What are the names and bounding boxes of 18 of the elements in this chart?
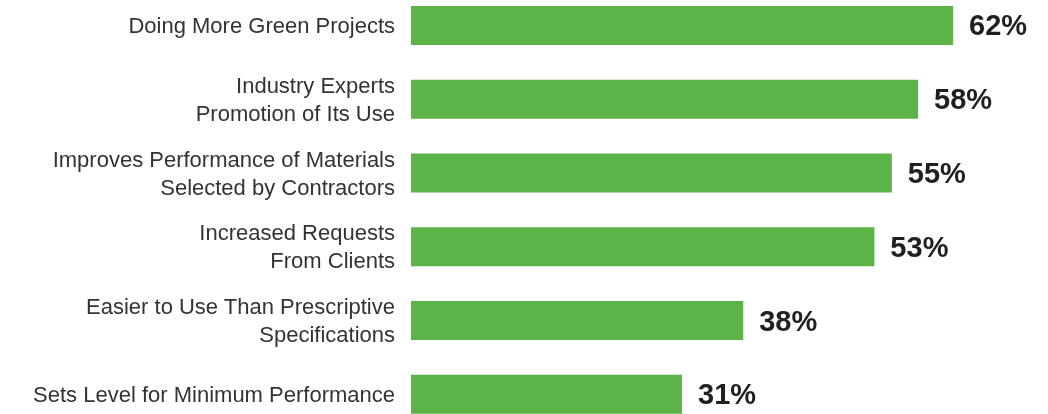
- bar: [411, 79, 919, 119]
- data-label: 62%: [969, 9, 1028, 42]
- bar: [411, 153, 892, 193]
- data-label: 58%: [934, 83, 993, 116]
- data-label: 53%: [890, 230, 949, 263]
- bar: [411, 5, 954, 45]
- bar: [411, 227, 875, 267]
- data-label: 55%: [907, 157, 967, 190]
- data-label: 31%: [698, 378, 757, 411]
- y-tick-label: Doing More Green Projects: [128, 12, 395, 38]
- y-tick-label: Increased Requests From Clients: [199, 220, 395, 274]
- bar: [411, 301, 744, 341]
- y-tick-label: Sets Level for Minimum Performance: [33, 381, 395, 407]
- y-tick-label: Industry Experts Promotion of Its Use: [195, 72, 395, 126]
- y-tick-label: Easier to Use Than Prescriptive Specifications: [86, 294, 395, 348]
- bar: [411, 374, 683, 414]
- data-label: 38%: [759, 304, 818, 337]
- y-tick-label: Improves Performance of Materials Selected by Contractors: [52, 146, 395, 200]
